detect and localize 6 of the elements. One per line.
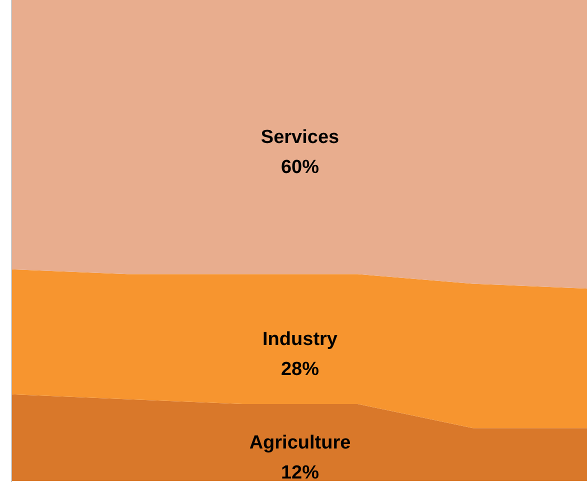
series-label: Industry xyxy=(262,329,338,350)
series-label: Agriculture xyxy=(249,432,351,454)
annotation: 60% xyxy=(280,157,320,178)
annotation: 12% xyxy=(280,462,320,482)
annotation: 28% xyxy=(280,359,320,380)
series-label: Services xyxy=(260,127,340,148)
